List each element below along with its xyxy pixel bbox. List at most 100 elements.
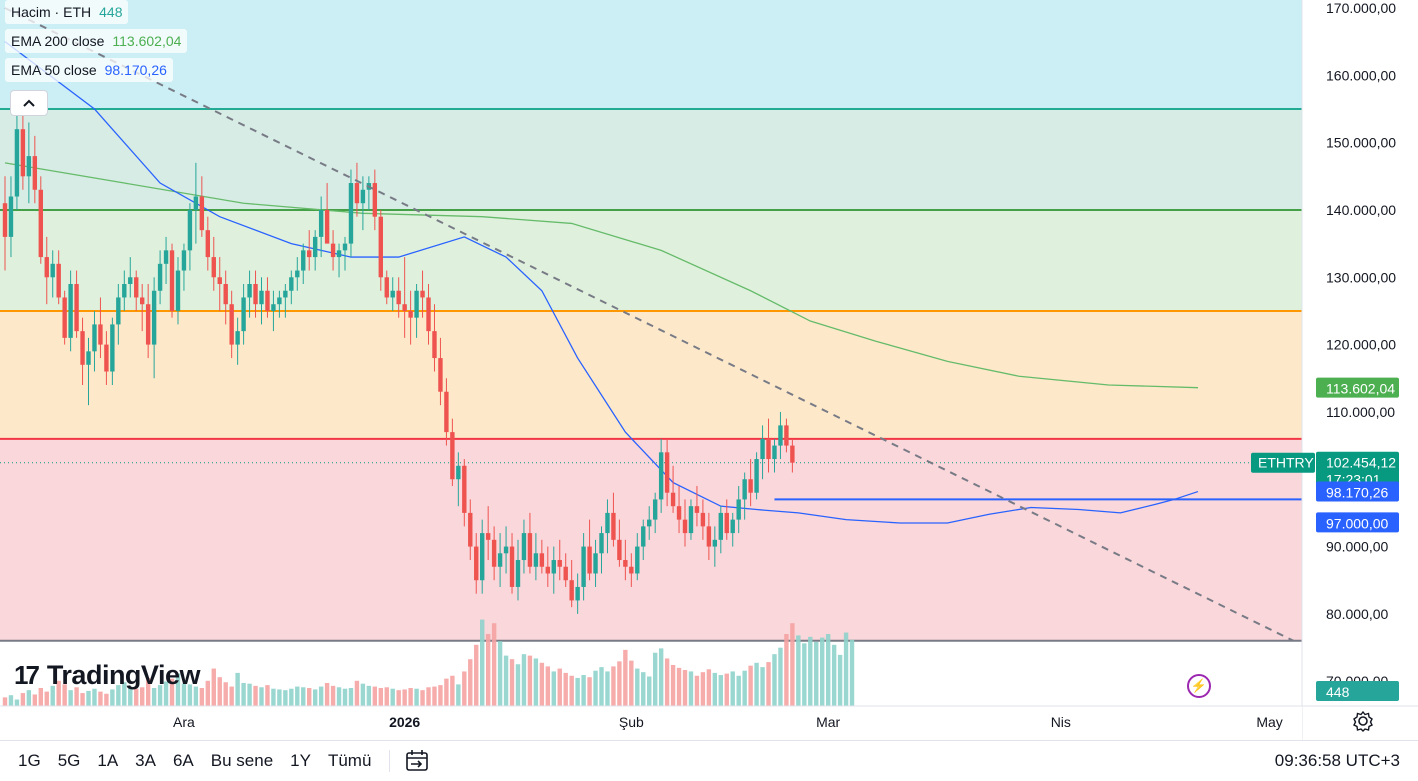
- volume-bar: [462, 671, 467, 706]
- candle: [772, 438, 777, 473]
- volume-bar: [354, 680, 360, 706]
- range-all[interactable]: Tümü: [327, 751, 372, 770]
- volume-bar: [700, 672, 706, 706]
- candle: [44, 236, 49, 305]
- candle: [694, 485, 700, 527]
- volume-bar: [808, 636, 813, 706]
- candle: [56, 250, 61, 305]
- candle: [181, 243, 187, 291]
- candle: [629, 553, 634, 587]
- candle: [593, 539, 598, 587]
- candle-body: [664, 452, 670, 493]
- candle-body: [575, 586, 580, 601]
- candle: [324, 183, 330, 244]
- legend-ema50[interactable]: EMA 50 close 98.170,26: [5, 58, 173, 82]
- candle: [145, 284, 151, 359]
- candle: [652, 492, 658, 534]
- candle-body: [324, 209, 330, 244]
- volume-bar: [68, 690, 73, 706]
- candle: [50, 250, 55, 298]
- chart-area[interactable]: 170.000,00 160.000,00 150.000,00 140.000,00…: [0, 0, 1418, 740]
- candle-body: [307, 250, 312, 258]
- legend-ema200[interactable]: EMA 200 close 113.602,04: [5, 29, 188, 53]
- candle: [676, 485, 682, 534]
- range-3m[interactable]: 3A: [135, 751, 156, 770]
- volume-bar: [384, 687, 389, 706]
- chevron-up-icon: [23, 99, 35, 107]
- volume-bar: [778, 647, 783, 706]
- range-ytd[interactable]: Bu sene: [210, 751, 274, 770]
- legend-volume-value: 448: [99, 4, 123, 20]
- candle-body: [790, 445, 795, 463]
- range-6m[interactable]: 6A: [172, 751, 194, 770]
- range-1d[interactable]: 1G: [18, 751, 41, 770]
- hline-price-badge: 97.000,00: [1316, 512, 1399, 533]
- volume-bar: [712, 672, 718, 706]
- candle-body: [301, 250, 306, 271]
- range-1m[interactable]: 1A: [97, 751, 119, 770]
- candle-body: [557, 560, 562, 567]
- candle-body: [420, 290, 425, 298]
- range-5d[interactable]: 5G: [57, 751, 81, 770]
- candle: [80, 317, 85, 385]
- candle: [623, 539, 628, 581]
- volume-bar: [426, 687, 431, 706]
- candle-body: [700, 512, 706, 527]
- candle-body: [295, 270, 300, 278]
- volume-bar: [539, 662, 545, 706]
- lightning-icon[interactable]: ⚡: [1187, 674, 1211, 698]
- candle: [301, 243, 306, 285]
- candle: [378, 209, 383, 291]
- volume-bar: [169, 678, 175, 706]
- candle-body: [724, 512, 729, 534]
- volume-bar: [86, 690, 91, 706]
- legend-ema50-label: EMA 50 close: [11, 62, 97, 78]
- candle-body: [497, 553, 503, 567]
- price-tick-label: 120.000,00: [1326, 337, 1396, 353]
- volume-bar: [241, 682, 246, 706]
- ema50-price-badge-bg: [1316, 481, 1399, 502]
- calendar-goto-icon[interactable]: [404, 748, 430, 774]
- volume-bar: [706, 669, 712, 706]
- volume-bar: [682, 670, 688, 706]
- candle-body: [92, 324, 97, 352]
- candle: [169, 243, 175, 318]
- candle: [151, 277, 157, 379]
- legend-volume[interactable]: Hacim · ETH 448: [5, 0, 129, 24]
- volume-bar: [396, 690, 401, 706]
- candle: [348, 169, 354, 258]
- volume-bar: [593, 670, 598, 706]
- volume-bar: [253, 685, 258, 706]
- gear-icon[interactable]: [1352, 710, 1374, 732]
- volume-bar: [92, 688, 97, 706]
- bottom-toolbar: 1G 5G 1A 3A 6A Bu sene 1Y Tümü 09:36:58 …: [0, 740, 1418, 781]
- volume-bar: [38, 688, 43, 706]
- candle: [563, 553, 568, 587]
- candle: [432, 304, 437, 372]
- tradingview-logo[interactable]: 17 TradingView: [14, 660, 200, 691]
- candle: [575, 573, 580, 614]
- candle: [509, 533, 515, 594]
- candle: [342, 236, 348, 271]
- candle: [587, 519, 592, 581]
- candle-body: [128, 277, 133, 285]
- volume-bar: [134, 688, 139, 706]
- hline-price-badge-bg: [1316, 512, 1399, 533]
- volume-bar: [533, 658, 539, 706]
- candle: [736, 485, 741, 534]
- volume-bar: [664, 658, 670, 706]
- volume-bar: [599, 667, 604, 706]
- legend-volume-label: Hacim · ETH: [11, 4, 92, 20]
- price-tick-label: 110.000,00: [1326, 404, 1395, 420]
- candle: [462, 459, 467, 527]
- candle: [515, 539, 521, 601]
- clock-display[interactable]: 09:36:58 UTC+3: [1274, 751, 1400, 770]
- last-price-badge-text: 102.454,12: [1326, 455, 1396, 471]
- candle-body: [503, 546, 509, 554]
- volume-bar: [56, 680, 61, 706]
- range-1y[interactable]: 1Y: [290, 751, 311, 770]
- legend-collapse-button[interactable]: [10, 90, 48, 116]
- volume-bar: [831, 644, 837, 706]
- candle: [748, 459, 753, 507]
- candle-body: [175, 270, 181, 311]
